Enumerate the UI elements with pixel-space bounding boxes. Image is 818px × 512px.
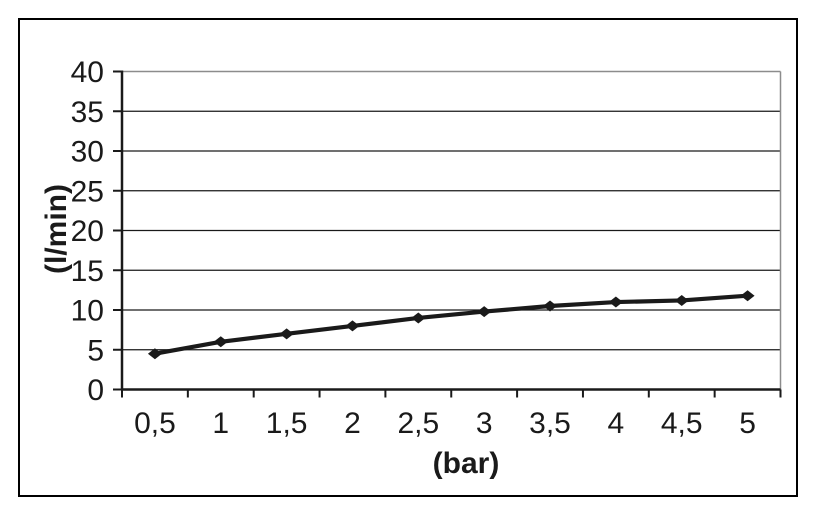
y-tick-label: 0 (87, 374, 104, 407)
figure-outer-border (18, 18, 798, 497)
data-series-line (152, 293, 750, 356)
y-axis-title: (l/min) (40, 184, 73, 274)
x-tick-label: 3,5 (529, 407, 571, 440)
x-tick-label: 1,5 (266, 407, 308, 440)
x-tick-label: 4 (608, 407, 625, 440)
data-point-marker (147, 348, 162, 360)
y-tick-label: 30 (71, 136, 104, 169)
y-tick-label: 35 (71, 96, 104, 129)
x-tick-label: 2,5 (397, 407, 439, 440)
x-axis-title: (bar) (432, 447, 500, 480)
data-point-marker (213, 336, 228, 348)
x-tick-label: 0,5 (134, 407, 176, 440)
x-tick-label: 5 (739, 407, 756, 440)
y-tick-label: 5 (87, 334, 104, 367)
data-point-marker (279, 328, 294, 340)
y-tick-label: 10 (71, 295, 104, 328)
data-point-marker (674, 294, 689, 306)
data-point-marker (543, 300, 558, 312)
data-point-marker (477, 306, 492, 318)
y-tick-label: 20 (71, 215, 104, 248)
x-tick-label: 4,5 (661, 407, 703, 440)
data-point-marker (740, 290, 755, 302)
y-tick-label: 25 (71, 175, 104, 208)
x-tick-label: 3 (476, 407, 493, 440)
data-point-marker (345, 320, 360, 332)
y-tick-label: 15 (71, 255, 104, 288)
x-tick-label: 2 (344, 407, 361, 440)
data-point-marker (608, 296, 623, 308)
y-tick-label: 40 (71, 56, 104, 89)
data-point-marker (411, 312, 426, 324)
x-tick-label: 1 (212, 407, 229, 440)
